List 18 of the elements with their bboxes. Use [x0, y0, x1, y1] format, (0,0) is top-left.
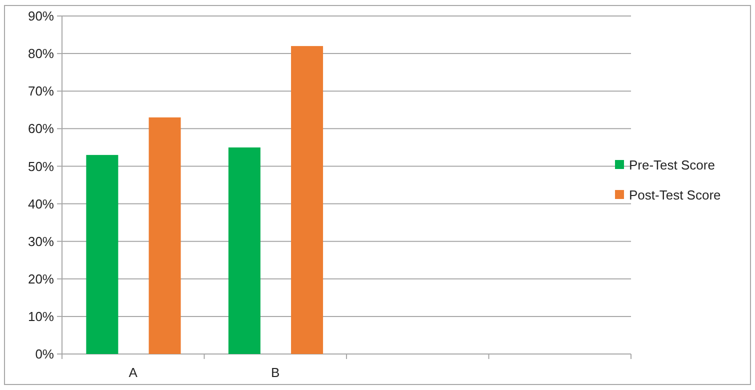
bar	[291, 46, 324, 354]
y-tick-label: 20%	[28, 271, 54, 286]
y-tick-label: 50%	[28, 158, 54, 174]
y-tick-label: 10%	[28, 308, 54, 324]
y-tick-label: 0%	[35, 346, 54, 362]
y-tick-label: 60%	[28, 121, 54, 136]
legend-label: Post-Test Score	[629, 188, 721, 203]
bar	[86, 154, 118, 354]
bar	[148, 117, 181, 354]
y-tick-label: 90%	[28, 8, 54, 24]
bar	[228, 147, 260, 354]
legend-label: Pre-Test Score	[629, 158, 715, 173]
y-tick-label: 80%	[28, 46, 54, 62]
y-tick-label: 40%	[28, 196, 54, 212]
x-tick-label: A	[128, 365, 138, 380]
x-tick-label: B	[271, 365, 280, 380]
y-tick-label: 70%	[28, 84, 54, 99]
y-tick-label: 30%	[28, 234, 54, 249]
